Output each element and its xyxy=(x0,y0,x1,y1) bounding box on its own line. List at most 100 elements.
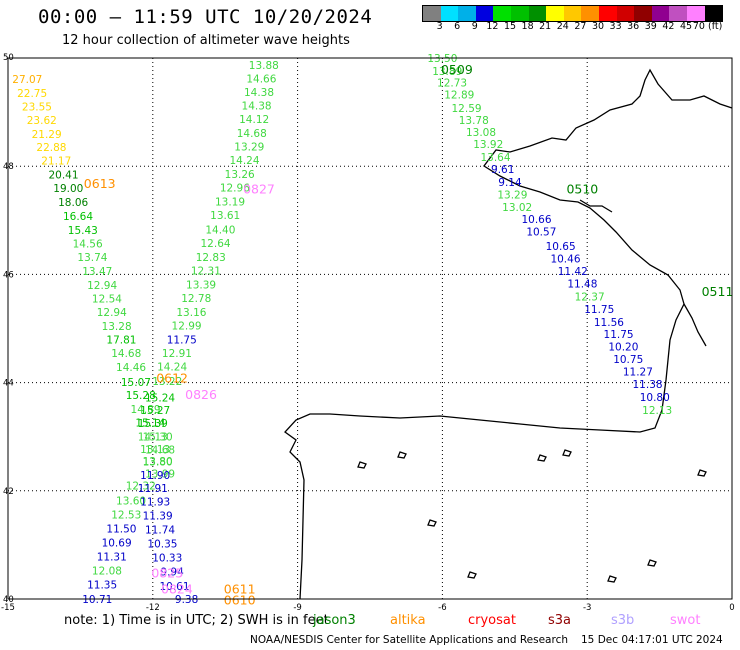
pass-time-label: 0612 xyxy=(156,371,188,386)
scale-swatch xyxy=(634,6,652,21)
wave-height-value: 10.57 xyxy=(526,226,556,238)
wave-height-value: 27.07 xyxy=(12,74,42,86)
wave-height-value: 15.43 xyxy=(68,225,98,237)
wave-height-value: 15.07 xyxy=(121,377,151,389)
pass-time-label: 0613 xyxy=(84,176,116,191)
wave-height-value: 11.39 xyxy=(143,510,173,522)
wave-height-value: 11.48 xyxy=(567,278,597,290)
wave-height-value: 22.88 xyxy=(36,142,66,154)
wave-height-value: 10.61 xyxy=(159,581,189,593)
island-outline xyxy=(607,575,617,583)
coastline-segment xyxy=(284,68,733,600)
island-outline xyxy=(467,571,477,579)
wave-height-value: 9.61 xyxy=(491,164,514,176)
wave-height-value: 10.33 xyxy=(152,553,182,565)
scale-swatch xyxy=(704,6,723,21)
scale-label: 24 xyxy=(556,21,569,32)
latitude-tick: 40 xyxy=(3,595,14,605)
wave-height-value: 13.28 xyxy=(102,321,132,333)
wave-height-value: 12.96 xyxy=(220,183,250,195)
note-text: note: 1) Time is in UTC; 2) SWH is in fe… xyxy=(64,613,329,628)
wave-height-value: 14.89 xyxy=(131,404,161,416)
wave-height-value: 11.74 xyxy=(145,525,175,537)
scale-label: 18 xyxy=(521,21,534,32)
wave-height-value: 11.50 xyxy=(106,523,136,535)
page-title: 00:00 – 11:59 UTC 10/20/2024 xyxy=(38,6,373,28)
pass-time-label: 0610 xyxy=(224,592,256,607)
wave-height-value: 11.56 xyxy=(594,317,624,329)
wave-height-value: 12.32 xyxy=(126,481,156,493)
wave-height-value: 11.90 xyxy=(140,470,170,482)
wave-height-value: 14.56 xyxy=(73,238,103,250)
wave-height-value: 13.99 xyxy=(145,468,175,480)
coastline xyxy=(284,68,733,600)
wave-height-value: 14.68 xyxy=(111,348,141,360)
legend-s3b: s3b xyxy=(611,613,635,628)
legend-altika: altika xyxy=(390,613,426,628)
wave-height-value: 12.59 xyxy=(452,103,482,115)
wave-height-value: 15.39 xyxy=(138,418,168,430)
longitude-tick: -6 xyxy=(438,603,446,613)
wave-height-value: 10.75 xyxy=(613,354,643,366)
island-outline xyxy=(647,559,657,567)
scale-label: 39 xyxy=(644,21,657,32)
graticule xyxy=(8,58,732,599)
color-scale xyxy=(422,5,724,22)
longitude-tick: 0 xyxy=(729,603,734,613)
wave-height-value: 12.73 xyxy=(437,78,467,90)
scale-swatch xyxy=(493,6,511,21)
scale-swatch xyxy=(581,6,599,21)
pass-time-label: 0509 xyxy=(441,62,473,77)
wave-height-value: 12.78 xyxy=(181,293,211,305)
scale-label: 12 xyxy=(486,21,499,32)
wave-height-value: 12.37 xyxy=(575,291,605,303)
wave-height-value: 9.14 xyxy=(498,177,522,189)
wave-height-value: 12.08 xyxy=(92,566,122,578)
longitude-tick: -15 xyxy=(1,603,15,613)
wave-height-value: 13.61 xyxy=(210,210,240,222)
scale-label: 70 (ft) xyxy=(692,21,723,32)
scale-label: 27 xyxy=(574,21,587,32)
scale-label: 21 xyxy=(539,21,552,32)
wave-height-value: 12.99 xyxy=(172,321,202,333)
wave-height-value: 13.88 xyxy=(249,60,279,72)
scale-swatch xyxy=(686,6,705,21)
wave-height-value: 23.55 xyxy=(22,101,52,113)
wave-height-value: 12.13 xyxy=(642,405,672,417)
wave-height-value: 21.29 xyxy=(32,129,62,141)
wave-height-value: 20.41 xyxy=(48,170,78,182)
wave-height-value: 12.83 xyxy=(196,252,226,264)
wave-height-value: 10.65 xyxy=(546,241,576,253)
wave-height-value: 15.14 xyxy=(135,417,165,429)
wave-height-value: 13.29 xyxy=(497,190,527,202)
wave-height-value: 10.20 xyxy=(608,342,638,354)
legend-jason3: jason3 xyxy=(313,613,356,628)
wave-height-value: 12.94 xyxy=(87,280,117,292)
longitude-tick: -3 xyxy=(583,603,591,613)
wave-height-value: 11.75 xyxy=(584,304,614,316)
wave-height-value: 12.91 xyxy=(162,348,192,360)
wave-height-value: 13.64 xyxy=(480,152,510,164)
map-frame xyxy=(7,57,733,600)
scale-label: 33 xyxy=(609,21,622,32)
wave-height-value: 11.42 xyxy=(558,266,588,278)
wave-height-value: 13.19 xyxy=(215,197,245,209)
scale-swatch xyxy=(458,6,476,21)
pass-time-label: 0510 xyxy=(566,181,598,196)
scale-swatch xyxy=(475,6,494,21)
wave-height-value: 14.13 xyxy=(138,431,168,443)
pass-time-label: 0826 xyxy=(185,387,217,402)
wave-height-value: 10.35 xyxy=(147,539,177,551)
wave-height-value: 11.31 xyxy=(97,552,127,564)
wave-height-value: 14.38 xyxy=(242,100,272,112)
legend-swot: swot xyxy=(670,613,701,628)
island-outline xyxy=(697,469,707,477)
wave-height-value: 11.35 xyxy=(87,580,117,592)
wave-height-value: 9.94 xyxy=(160,567,184,579)
pass-time-label: 0825 xyxy=(151,565,183,580)
wave-height-value: 10.80 xyxy=(640,392,670,404)
island-outline xyxy=(537,454,547,462)
wave-height-value: 21.17 xyxy=(41,156,71,168)
wave-height-value: 9.38 xyxy=(175,594,198,606)
island-outline xyxy=(397,451,407,459)
